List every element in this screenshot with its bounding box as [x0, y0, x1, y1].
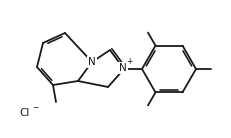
Text: −: −: [32, 104, 38, 112]
Text: N: N: [88, 57, 96, 67]
Text: +: +: [126, 58, 133, 67]
Text: N: N: [119, 63, 127, 73]
Text: Cl: Cl: [20, 108, 30, 118]
